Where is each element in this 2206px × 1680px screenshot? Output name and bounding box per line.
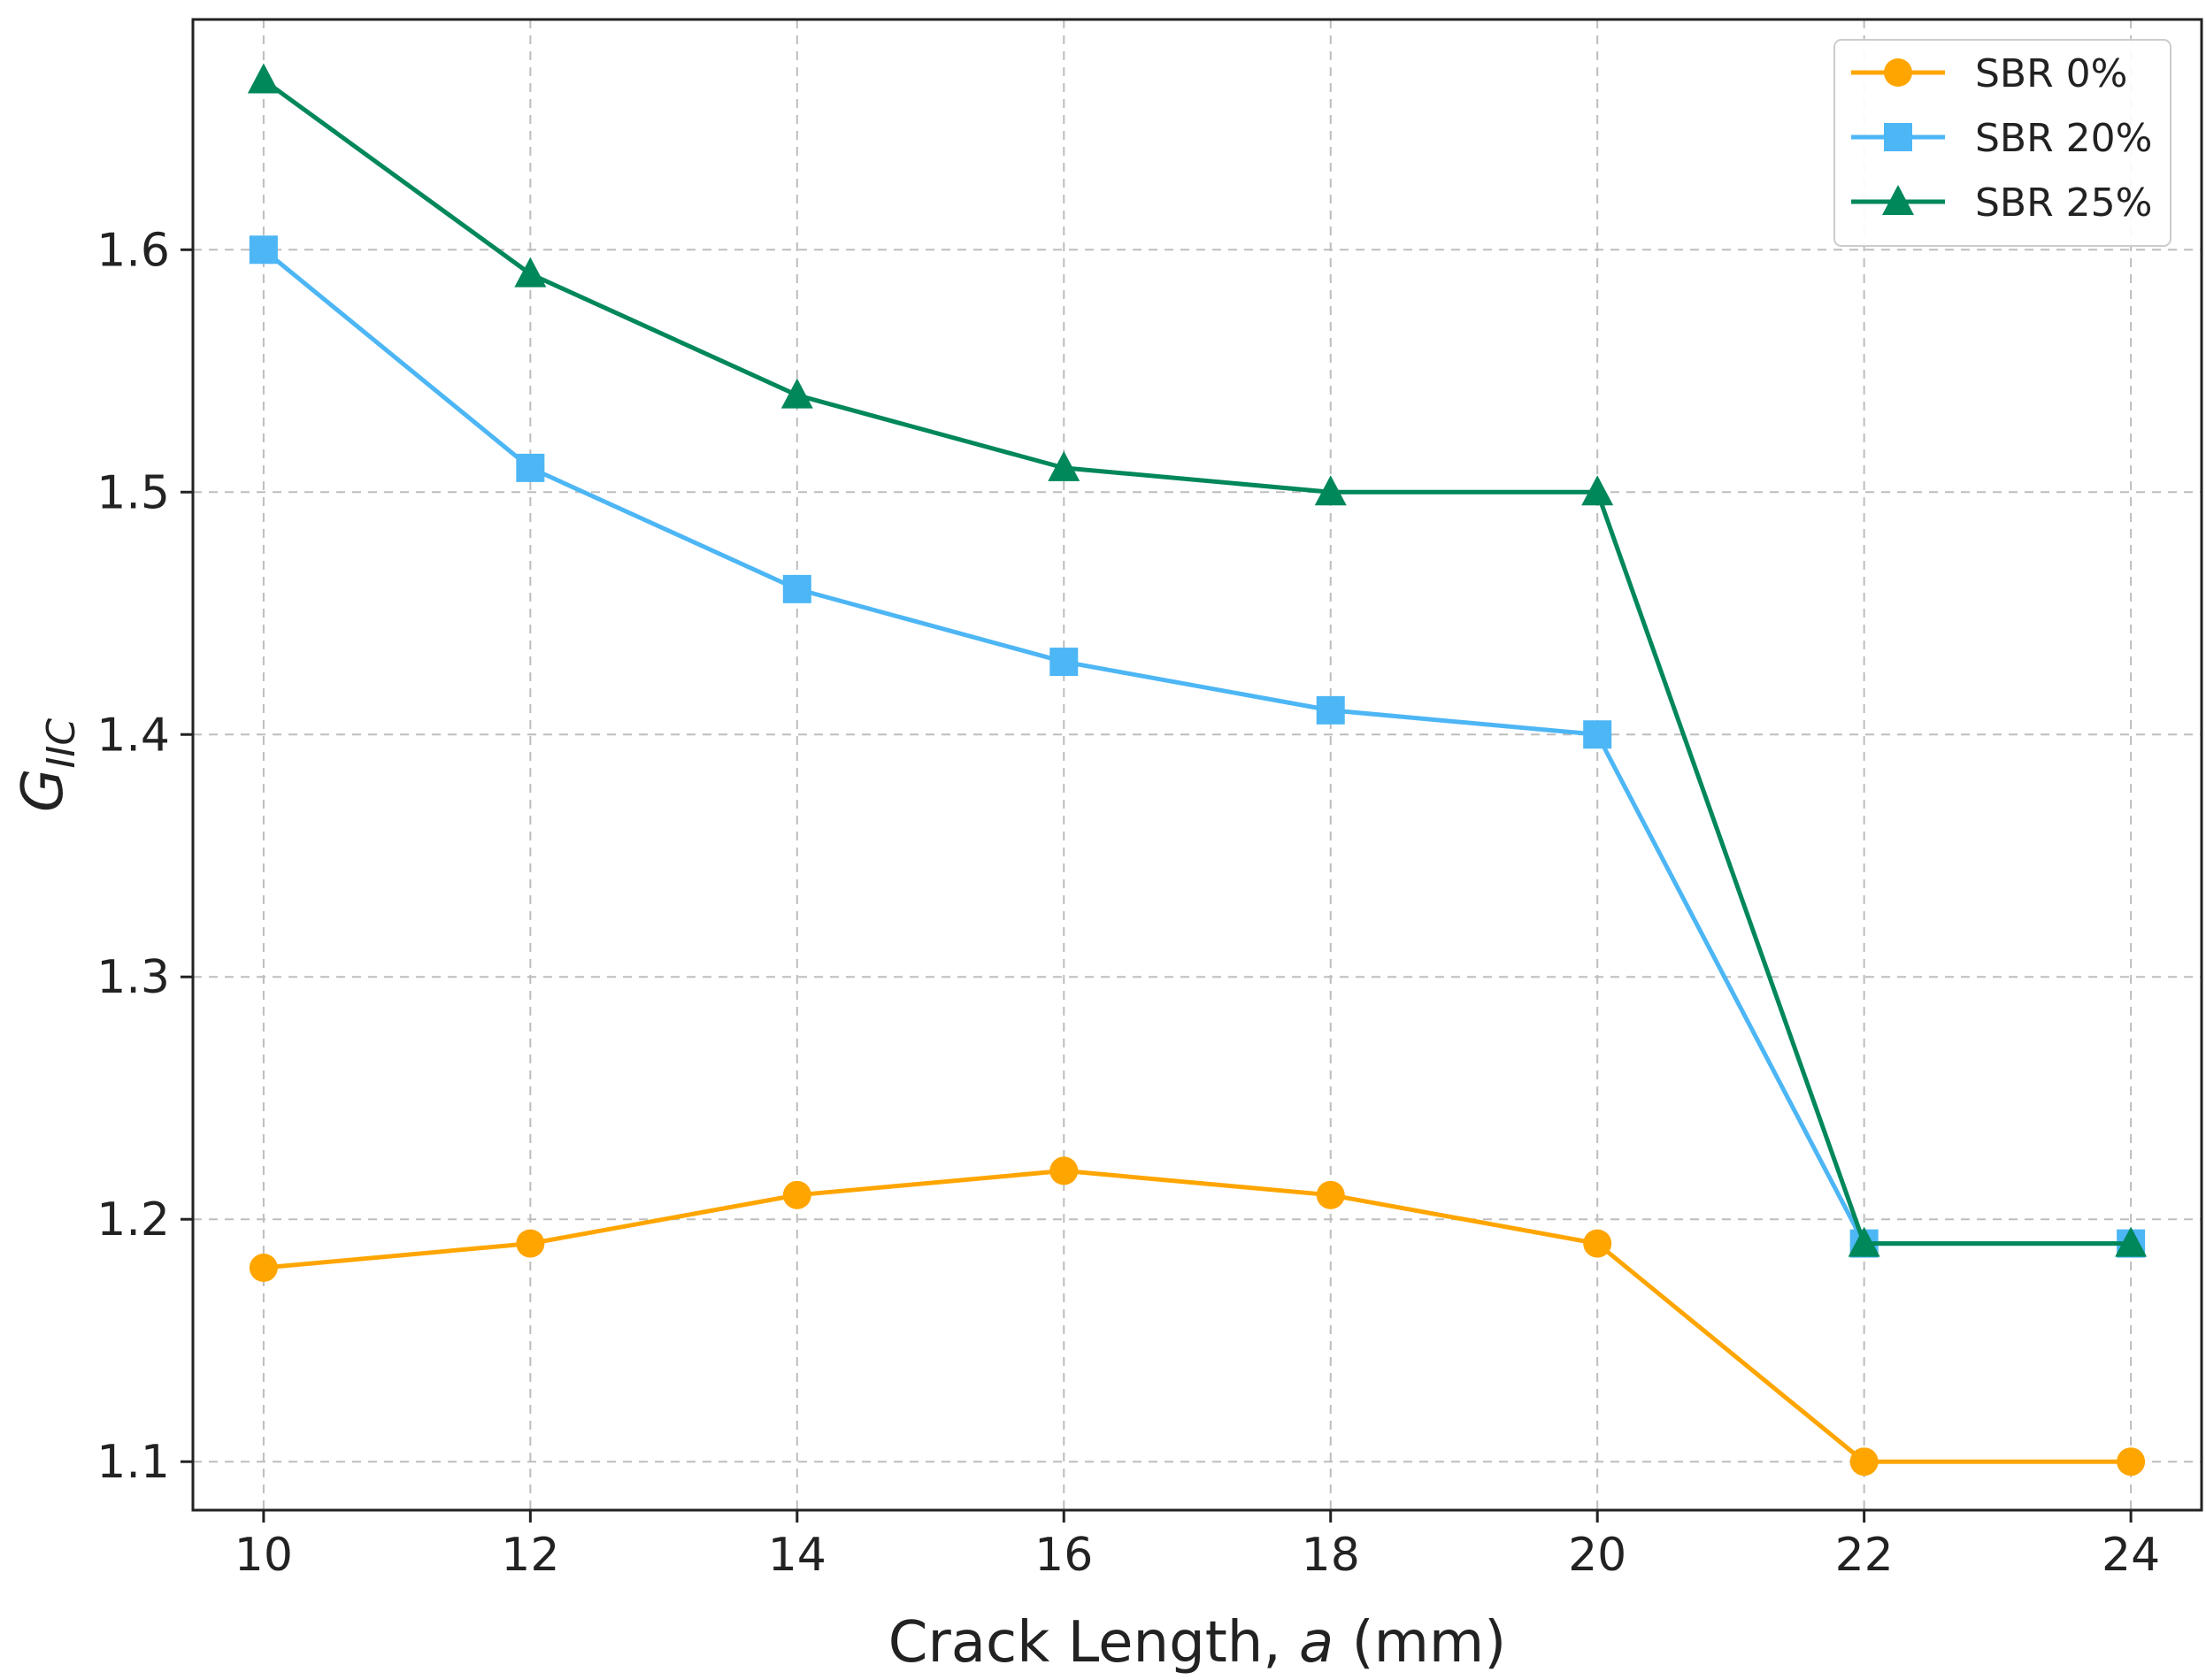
y-tick-label: 1.4: [96, 709, 170, 762]
series-sbr-20: [249, 235, 2146, 1258]
data-point-sbr-0: [1316, 1180, 1345, 1209]
data-point-sbr-25: [1048, 450, 1080, 481]
x-tick-label: 22: [1835, 1529, 1894, 1582]
legend-marker-sbr-25: [1882, 185, 1914, 215]
series-layer: [247, 63, 2148, 1477]
series-line-sbr-25: [262, 78, 2132, 1247]
series-line-sbr-20: [262, 248, 2132, 1247]
series-sbr-25: [247, 63, 2148, 1257]
data-point-sbr-25: [247, 63, 280, 94]
axis-ticks: 10 12 14 16 18 20 22 24 1.1 1.2 1.3 1.4 1.5 1.6: [96, 224, 2160, 1582]
data-point-sbr-25: [1314, 475, 1347, 506]
legend-marker-sbr-20: [1884, 123, 1912, 151]
legend-box: [1833, 39, 2171, 247]
data-point-sbr-0: [782, 1180, 811, 1209]
data-point-sbr-20: [782, 574, 811, 603]
data-point-sbr-0: [1583, 1229, 1612, 1258]
data-point-sbr-0: [249, 1254, 278, 1283]
data-point-sbr-0: [2117, 1447, 2146, 1477]
x-tick-label: 16: [1034, 1529, 1093, 1582]
series-sbr-0: [249, 1156, 2146, 1477]
series-line-sbr-0: [263, 1168, 2132, 1464]
legend-label: SBR 20%: [1975, 116, 2152, 161]
data-point-sbr-0: [1049, 1156, 1079, 1185]
y-tick-label: 1.5: [96, 466, 170, 519]
legend-entry-sbr-25: SBR 25%: [1851, 180, 2152, 226]
data-point-sbr-0: [1849, 1447, 1879, 1477]
data-point-sbr-20: [516, 453, 545, 482]
data-point-sbr-20: [1583, 720, 1612, 749]
x-axis-title: Crack Length, a (mm): [888, 1610, 1506, 1676]
legend-label: SBR 0%: [1975, 51, 2127, 96]
legend-marker-sbr-0: [1884, 58, 1912, 87]
data-point-sbr-25: [514, 257, 547, 288]
legend-label: SBR 25%: [1975, 180, 2152, 226]
data-point-sbr-0: [516, 1229, 545, 1258]
x-tick-label: 18: [1302, 1529, 1360, 1582]
x-tick-label: 12: [501, 1529, 559, 1582]
data-point-sbr-20: [249, 235, 278, 265]
plot-frame: [191, 18, 2203, 1512]
y-axis-title: GIIC: [11, 718, 84, 813]
y-tick-label: 1.2: [96, 1193, 170, 1247]
legend-entry-sbr-0: SBR 0%: [1851, 51, 2127, 96]
x-tick-label: 14: [768, 1529, 826, 1582]
data-point-sbr-25: [2115, 1226, 2148, 1257]
data-point-sbr-25: [1581, 475, 1614, 506]
y-tick-label: 1.1: [96, 1436, 170, 1489]
data-point-sbr-25: [1848, 1226, 1880, 1257]
data-point-sbr-20: [1049, 648, 1079, 677]
x-tick-label: 10: [234, 1529, 293, 1582]
legend: SBR 0% SBR 20% SBR 25%: [1833, 39, 2171, 247]
grid: [193, 19, 2202, 1510]
data-point-sbr-20: [1316, 695, 1345, 725]
x-tick-label: 24: [2102, 1529, 2160, 1582]
x-tick-label: 20: [1568, 1529, 1626, 1582]
data-point-sbr-25: [780, 378, 813, 409]
legend-entry-sbr-20: SBR 20%: [1851, 116, 2152, 161]
y-tick-label: 1.6: [96, 224, 170, 277]
y-tick-label: 1.3: [96, 951, 170, 1004]
